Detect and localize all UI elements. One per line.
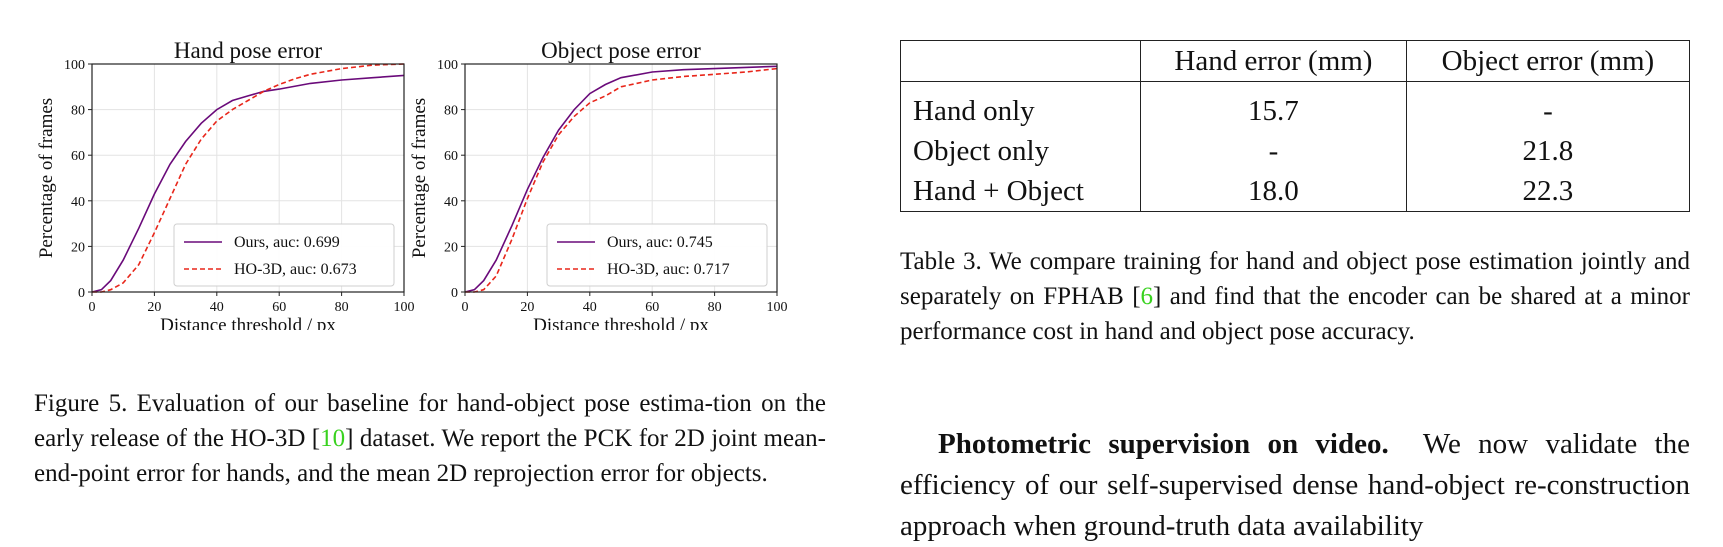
citation-link[interactable]: 6 xyxy=(1140,283,1154,310)
x-tick-label: 20 xyxy=(147,300,161,315)
x-tick-label: 80 xyxy=(335,300,349,315)
table-cell: Hand + Object xyxy=(900,171,1141,212)
y-axis-label: Percentage of frames xyxy=(36,98,57,258)
y-tick-label: 60 xyxy=(71,149,85,164)
chart-title: Object pose error xyxy=(541,38,701,63)
legend-entry: Ours, auc: 0.699 xyxy=(234,234,340,251)
plot-frame xyxy=(91,63,405,293)
chart-title: Hand pose error xyxy=(174,38,323,63)
table-cell: 21.8 xyxy=(1405,131,1691,171)
x-axis-label: Distance threshold / px xyxy=(533,315,709,330)
legend-box xyxy=(546,223,768,287)
y-tick-label: 100 xyxy=(437,58,458,73)
series-line xyxy=(91,74,405,293)
table-header-cell: Hand error (mm) xyxy=(1140,40,1407,82)
series-line xyxy=(464,65,778,293)
y-tick-label: 20 xyxy=(71,240,85,255)
paragraph-heading: Photometric supervision on video. xyxy=(938,428,1389,460)
plot-frame xyxy=(464,63,778,293)
table-cell: - xyxy=(1140,131,1407,171)
x-tick-label: 40 xyxy=(583,300,597,315)
figure-5: 0 20 40 60 80 100 0 20 40 60 80 100 Hand pose error D… xyxy=(30,30,830,330)
series-line xyxy=(92,63,405,293)
table-row: Hand only 15.7 - xyxy=(900,91,1691,131)
x-tick-label: 60 xyxy=(645,300,659,315)
figure-5-charts: 0 20 40 60 80 100 0 20 40 60 80 100 Hand pose error D… xyxy=(36,38,788,330)
x-axis-label: Distance threshold / px xyxy=(160,315,336,330)
table-header-row: Hand error (mm) Object error (mm) xyxy=(900,40,1691,82)
table-cell: 15.7 xyxy=(1140,91,1407,131)
legend-entry: Ours, auc: 0.745 xyxy=(607,234,713,251)
table-cell: 18.0 xyxy=(1140,171,1407,212)
y-axis-label: Percentage of frames xyxy=(409,98,430,258)
y-tick-label: 80 xyxy=(444,104,458,119)
results-table: Hand error (mm) Object error (mm) Hand o… xyxy=(900,40,1691,212)
figure-5-caption: Figure 5. Evaluation of our baseline for… xyxy=(34,390,826,487)
table-row: Hand + Object 18.0 22.3 xyxy=(900,171,1691,212)
table-cell: 22.3 xyxy=(1405,171,1691,212)
series-line xyxy=(465,67,778,293)
y-tick-label: 0 xyxy=(78,286,85,301)
y-tick-label: 80 xyxy=(71,104,85,119)
x-tick-label: 100 xyxy=(767,300,788,315)
y-tick-label: 40 xyxy=(71,195,85,210)
table-header-cell xyxy=(900,40,1141,82)
x-tick-label: 0 xyxy=(462,300,469,315)
y-tick-label: 100 xyxy=(64,58,85,73)
legend-entry: HO-3D, auc: 0.717 xyxy=(607,261,730,278)
table-3-caption: Table 3. We compare training for hand an… xyxy=(900,248,1690,345)
y-tick-label: 0 xyxy=(451,286,458,301)
x-tick-label: 100 xyxy=(394,300,415,315)
x-tick-label: 40 xyxy=(210,300,224,315)
y-tick-label: 60 xyxy=(444,149,458,164)
table-row: Object only - 21.8 xyxy=(900,131,1691,171)
y-tick-label: 40 xyxy=(444,195,458,210)
table-cell: Hand only xyxy=(900,91,1141,131)
table-cell: - xyxy=(1405,91,1691,131)
table-header-cell: Object error (mm) xyxy=(1405,40,1691,82)
x-tick-label: 0 xyxy=(89,300,96,315)
citation-link[interactable]: 10 xyxy=(320,425,346,452)
table-cell: Object only xyxy=(900,131,1141,171)
legend-box xyxy=(173,223,395,287)
x-tick-label: 20 xyxy=(520,300,534,315)
legend-entry: HO-3D, auc: 0.673 xyxy=(234,261,357,278)
y-tick-label: 20 xyxy=(444,240,458,255)
x-tick-label: 80 xyxy=(708,300,722,315)
x-tick-label: 60 xyxy=(272,300,286,315)
